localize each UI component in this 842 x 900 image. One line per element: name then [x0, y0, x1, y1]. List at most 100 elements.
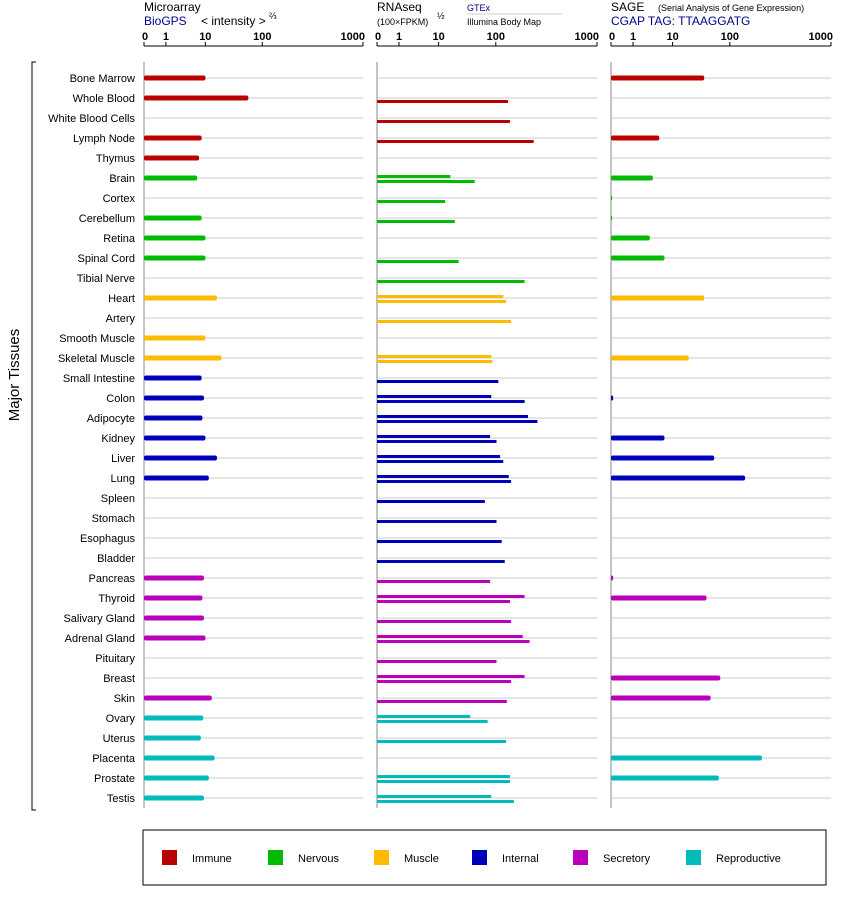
rnaseq-bar: [377, 120, 510, 123]
microarray-bar: [144, 595, 203, 601]
tissue-label: Liver: [111, 453, 135, 465]
microarray-bar: [144, 635, 206, 641]
rnaseq-bar: [377, 635, 523, 638]
gtex-source: GTEx: [467, 3, 491, 13]
sage-tick-label: 100: [721, 31, 739, 43]
sage-bar: [611, 215, 613, 221]
rnaseq-bar: [377, 440, 497, 443]
legend-label-secretory: Secretory: [603, 853, 651, 865]
rnaseq-bar: [377, 355, 492, 358]
tissue-label: Colon: [106, 393, 135, 405]
microarray-bar: [144, 615, 204, 621]
rnaseq-bar: [377, 795, 492, 798]
rnaseq-bar: [377, 600, 510, 603]
microarray-bar: [144, 695, 212, 701]
rnaseq-bar: [377, 480, 512, 483]
microarray-bar: [144, 455, 218, 461]
microarray-unit-exponent: ⅔: [269, 11, 277, 21]
tissue-label: Cortex: [103, 193, 136, 205]
rnaseq-bar: [377, 800, 514, 803]
rnaseq-bar: [377, 360, 493, 363]
microarray-tick-label: 0: [142, 31, 148, 43]
microarray-title: Microarray: [144, 0, 201, 14]
tissue-label: Skeletal Muscle: [58, 353, 135, 365]
tissue-label: Uterus: [103, 733, 136, 745]
rnaseq-bar: [377, 660, 497, 663]
microarray-bar: [144, 795, 204, 801]
tissue-label: Small Intestine: [63, 373, 135, 385]
legend-swatch-internal: [472, 850, 487, 865]
rnaseq-bar: [377, 540, 502, 543]
microarray-bar: [144, 475, 209, 481]
microarray-bar: [144, 715, 204, 721]
rnaseq-bar: [377, 100, 509, 103]
rnaseq-bar: [377, 400, 525, 403]
tissue-label: Thymus: [96, 153, 136, 165]
rnaseq-bar: [377, 475, 509, 478]
rnaseq-bar: [377, 700, 507, 703]
rnaseq-bar: [377, 620, 512, 623]
microarray-unit-label: < intensity >: [201, 14, 266, 28]
rnaseq-bar: [377, 180, 475, 183]
tissue-label: Thyroid: [98, 593, 135, 605]
tissue-label: Adipocyte: [87, 413, 135, 425]
microarray-bar: [144, 375, 202, 381]
rnaseq-bar: [377, 675, 525, 678]
microarray-tick-label: 1: [163, 31, 169, 43]
rnaseq-bar: [377, 775, 510, 778]
illumina-source: Illumina Body Map: [467, 17, 541, 27]
sage-tick-label: 0: [609, 31, 615, 43]
sage-bar: [611, 775, 719, 781]
tissue-label: Retina: [103, 233, 136, 245]
legend-label-muscle: Muscle: [404, 853, 439, 865]
rnaseq-bar: [377, 260, 459, 263]
tissue-label: Testis: [107, 793, 136, 805]
rnaseq-bar: [377, 280, 525, 283]
sage-bar: [611, 175, 653, 181]
legend-swatch-immune: [162, 850, 177, 865]
microarray-bar: [144, 255, 206, 261]
tissue-label: Lung: [111, 473, 135, 485]
sage-bar: [611, 595, 707, 601]
rnaseq-bar: [377, 640, 530, 643]
sage-bar: [611, 755, 762, 761]
tissue-label: Adrenal Gland: [65, 633, 135, 645]
tissue-label: Bladder: [97, 553, 135, 565]
legend-swatch-muscle: [374, 850, 389, 865]
tissue-label: Skin: [114, 693, 135, 705]
tissue-label: Ovary: [106, 713, 136, 725]
microarray-bar: [144, 95, 249, 101]
rnaseq-bar: [377, 460, 504, 463]
sage-note: (Serial Analysis of Gene Expression): [658, 3, 804, 13]
tissue-label: Cerebellum: [79, 213, 135, 225]
legend-label-reproductive: Reproductive: [716, 853, 781, 865]
rnaseq-unit-exponent: ½: [437, 11, 445, 21]
y-axis-label: Major Tissues: [6, 329, 23, 422]
microarray-bar: [144, 75, 206, 81]
microarray-bar: [144, 415, 203, 421]
tissue-label: Brain: [109, 173, 135, 185]
tissue-label: Breast: [103, 673, 135, 685]
tissue-label: White Blood Cells: [48, 113, 135, 125]
microarray-bar: [144, 435, 206, 441]
tissue-label: Prostate: [94, 773, 135, 785]
microarray-bar: [144, 735, 201, 741]
sage-bar: [611, 255, 665, 261]
rnaseq-bar: [377, 295, 504, 298]
rnaseq-bar: [377, 200, 446, 203]
rnaseq-bar: [377, 740, 507, 743]
microarray-bar: [144, 395, 204, 401]
microarray-bar: [144, 755, 215, 761]
legend-label-immune: Immune: [192, 853, 232, 865]
microarray-bar: [144, 175, 198, 181]
rnaseq-tick-label: 0: [375, 31, 381, 43]
sage-bar: [611, 435, 665, 441]
sage-bar: [611, 295, 705, 301]
tissue-label: Whole Blood: [73, 93, 135, 105]
microarray-bar: [144, 155, 200, 161]
tissue-label: Kidney: [101, 433, 135, 445]
rnaseq-unit-label: (100×FPKM): [377, 17, 428, 27]
microarray-bar: [144, 775, 209, 781]
legend-label-internal: Internal: [502, 853, 539, 865]
